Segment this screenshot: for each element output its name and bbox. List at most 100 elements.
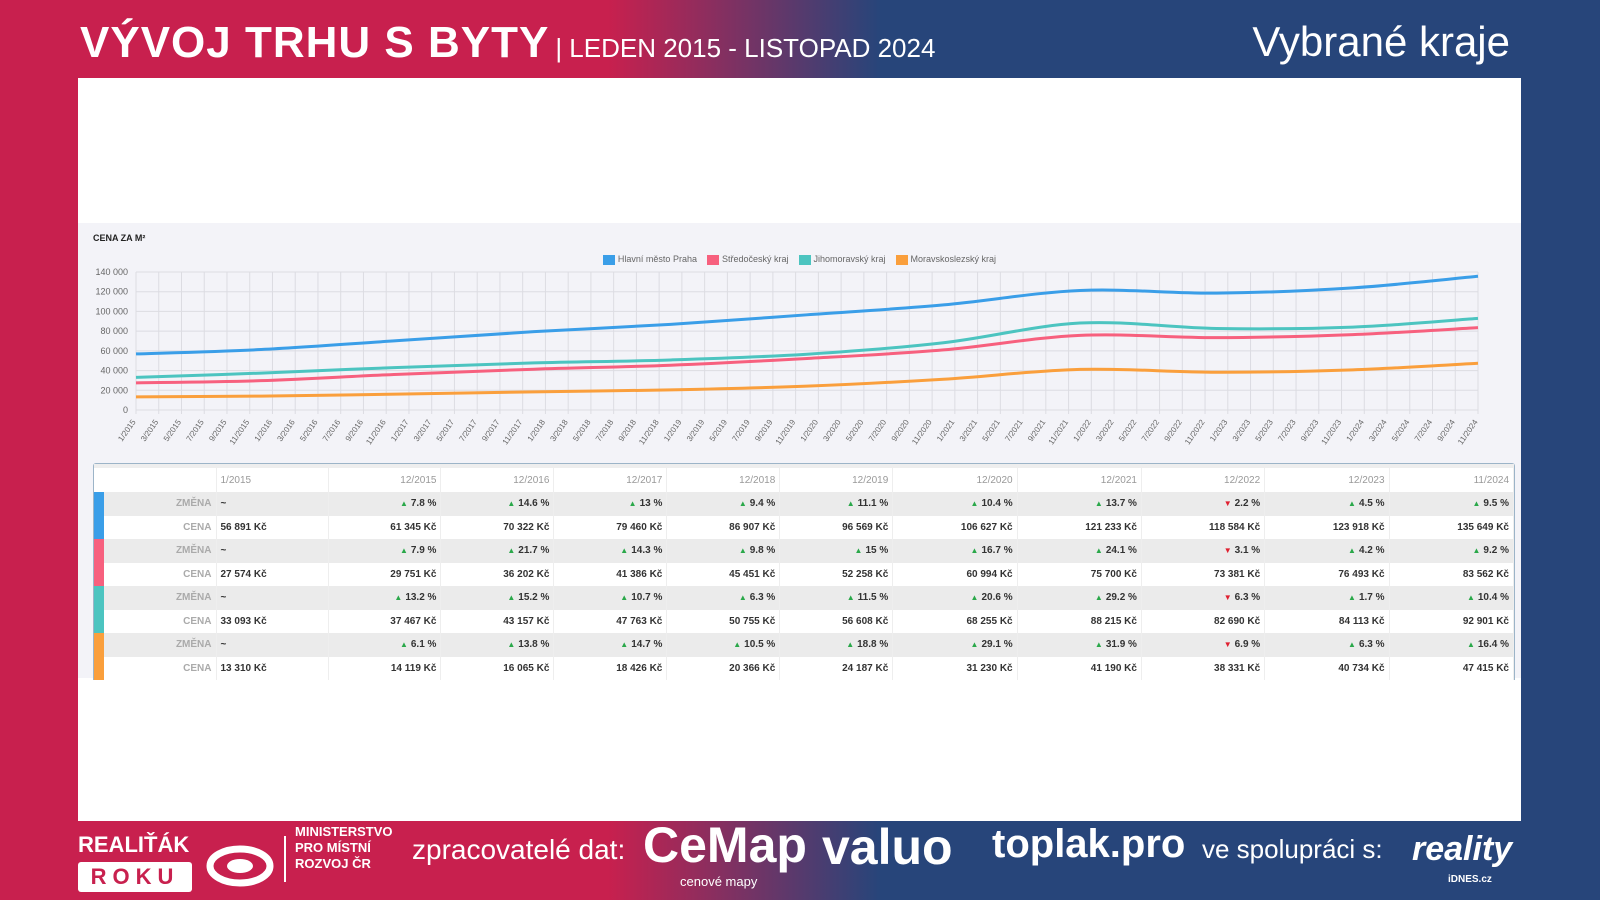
price-cell: 45 451 Kč — [666, 562, 781, 586]
price-cell: 14 119 Kč — [328, 656, 442, 680]
content-panel: CENA ZA M² Hlavní město Praha Středočeský… — [78, 78, 1521, 821]
x-tick-label: 7/2018 — [594, 418, 616, 444]
column-header: 12/2017 — [553, 464, 668, 492]
line-chart: 0 20 000 40 000 60 000 80 000 100 000 120 000 1… — [95, 267, 1479, 447]
change-value: 2.2 % — [1234, 498, 1261, 510]
price-cell: 18 426 Kč — [553, 656, 668, 680]
change-value: 13.7 % — [1105, 498, 1137, 510]
change-cell: ▲ 29.1 % — [892, 633, 1018, 657]
arrow-down-icon: ▼ — [1223, 546, 1232, 556]
x-tick-label: 11/2018 — [637, 418, 661, 447]
x-tick-label: 9/2017 — [480, 418, 502, 444]
x-tick-label: 7/2017 — [457, 418, 479, 444]
price-cell: 41 190 Kč — [1017, 656, 1142, 680]
price-cell: 13 310 Kč — [216, 656, 329, 680]
x-tick-label: 3/2019 — [685, 418, 707, 444]
price-cell: 56 608 Kč — [779, 609, 894, 633]
table-header-row: 1/2015 12/2015 12/2016 12/2017 12/2018 12/201… — [94, 464, 1515, 492]
x-tick-label: 3/2016 — [275, 418, 297, 444]
table-row-change: ZMĚNA ~ ▲ 7.9 % ▲ 21.7 % ▲ 14.3 % ▲ 9.8 % ▲ 15 % ▲ 16… — [94, 539, 1515, 586]
arrow-up-icon: ▲ — [1348, 640, 1356, 650]
y-tick-label: 0 — [123, 405, 128, 415]
arrow-up-icon: ▲ — [1094, 499, 1103, 509]
legend-item[interactable]: Středočeský kraj — [706, 254, 789, 265]
change-value: 11.5 % — [857, 592, 889, 604]
roku-logo: ROKU — [78, 862, 192, 892]
price-cell: 92 901 Kč — [1389, 609, 1515, 633]
x-tick-label: 1/2021 — [935, 418, 957, 444]
change-value: 13.2 % — [405, 592, 437, 604]
legend-item[interactable]: Hlavní město Praha — [602, 254, 697, 265]
change-value: 10.4 % — [981, 498, 1013, 510]
change-cell: ▲ 11.1 % — [779, 492, 894, 516]
change-value: 6.3 % — [1358, 639, 1385, 651]
row-label: ZMĚNA — [104, 539, 217, 563]
x-tick-label: 11/2017 — [501, 418, 525, 447]
column-header: 12/2021 — [1017, 464, 1142, 492]
idnes-label: iDNES.cz — [1448, 874, 1492, 885]
chart-legend: Hlavní město Praha Středočeský kraj Jihomo… — [78, 254, 1521, 265]
change-cell: ▲ 4.5 % — [1264, 492, 1390, 516]
x-tick-label: 11/2022 — [1183, 418, 1207, 447]
legend-label: Jihomoravský kraj — [813, 254, 886, 264]
x-tick-label: 9/2024 — [1435, 418, 1457, 444]
change-value: 1.7 % — [1358, 592, 1385, 604]
row-label: CENA — [104, 609, 217, 633]
series-line — [135, 361, 1479, 399]
price-cell: 96 569 Kč — [779, 515, 894, 539]
price-cell: 16 065 Kč — [440, 656, 555, 680]
change-value: 7.9 % — [410, 545, 437, 557]
y-tick-label: 100 000 — [95, 306, 128, 316]
price-cell: 33 093 Kč — [216, 609, 329, 633]
ministry-line: ROZVOJ ČR — [295, 856, 371, 871]
ministry-line: PRO MÍSTNÍ — [295, 840, 371, 855]
price-cell: 73 381 Kč — [1141, 562, 1266, 586]
arrow-down-icon: ▼ — [1223, 593, 1232, 603]
change-cell: ▲ 10.4 % — [892, 492, 1018, 516]
legend-item[interactable]: Jihomoravský kraj — [798, 254, 886, 265]
change-value: 6.1 % — [410, 639, 437, 651]
x-tick-label: 11/2020 — [910, 418, 934, 447]
x-tick-label: 1/2018 — [526, 418, 548, 444]
x-tick-label: 9/2023 — [1299, 418, 1321, 444]
arrow-up-icon: ▲ — [399, 499, 408, 509]
change-cell: ▲ 1.7 % — [1264, 586, 1390, 610]
arrow-up-icon: ▲ — [394, 593, 403, 603]
page-title: VÝVOJ TRHU S BYTY | LEDEN 2015 - LISTOPA… — [80, 18, 935, 68]
change-value: 11.1 % — [857, 498, 889, 510]
change-value: 29.2 % — [1105, 592, 1137, 604]
arrow-up-icon: ▲ — [620, 593, 629, 603]
price-cell: 47 415 Kč — [1389, 656, 1515, 680]
arrow-up-icon: ▲ — [1094, 640, 1103, 650]
change-value: 10.5 % — [744, 639, 776, 651]
legend-label: Moravskoslezský kraj — [910, 254, 997, 264]
row-label: CENA — [104, 515, 217, 539]
x-tick-label: 1/2020 — [799, 418, 821, 444]
ministry-emblem-icon — [206, 845, 274, 887]
change-cell: ▲ 16.7 % — [892, 539, 1018, 563]
change-cell: ▲ 6.1 % — [328, 633, 442, 657]
change-value: 6.3 % — [1234, 592, 1261, 604]
change-cell: ▲ 16.4 % — [1389, 633, 1515, 657]
cemap-logo: CeMap — [643, 817, 807, 873]
x-tick-label: 3/2018 — [548, 418, 570, 444]
series-line — [135, 316, 1479, 379]
change-value: 31.9 % — [1105, 639, 1137, 651]
legend-item[interactable]: Moravskoslezský kraj — [895, 254, 997, 265]
change-value: 13 % — [639, 498, 663, 510]
change-cell: ~ — [216, 633, 329, 657]
arrow-up-icon: ▲ — [970, 546, 979, 556]
realitak-logo: REALIŤÁK — [78, 832, 190, 857]
price-cell: 38 331 Kč — [1141, 656, 1266, 680]
x-tick-label: 3/2017 — [412, 418, 434, 444]
price-cell: 121 233 Kč — [1017, 515, 1142, 539]
change-value: 14.7 % — [631, 639, 663, 651]
change-cell: ~ — [216, 539, 329, 563]
column-header: 12/2022 — [1141, 464, 1266, 492]
ministry-line: MINISTERSTVO — [295, 824, 393, 839]
x-tick-label: 7/2024 — [1413, 418, 1435, 444]
arrow-up-icon: ▲ — [507, 499, 516, 509]
cooperation-label: ve spolupráci s: — [1202, 834, 1383, 864]
x-tick-label: 9/2015 — [207, 418, 229, 444]
arrow-up-icon: ▲ — [399, 546, 408, 556]
